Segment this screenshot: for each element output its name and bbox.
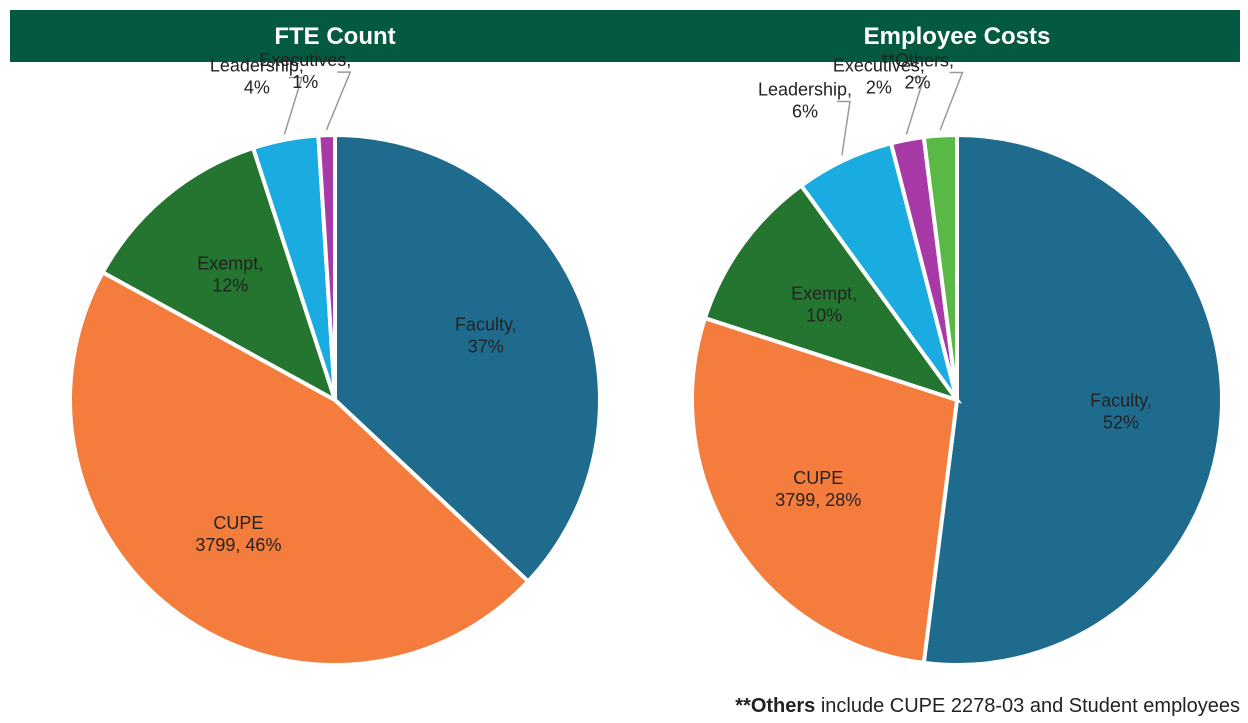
data-label-line: CUPE	[793, 468, 843, 488]
data-label: Faculty, 37%	[455, 315, 517, 357]
data-label-line: 52%	[1103, 412, 1139, 432]
leader-line	[905, 76, 925, 135]
leader-line	[939, 71, 964, 131]
data-label-line: 12%	[212, 275, 248, 295]
data-label-line: 37%	[468, 337, 504, 357]
data-label: Exempt, 12%	[197, 253, 263, 295]
footnote-bold: **Others	[735, 695, 815, 717]
data-label-line: CUPE	[213, 513, 263, 533]
data-label: CUPE 3799, 46%	[195, 513, 281, 555]
data-label-line: Exempt,	[197, 253, 263, 273]
pie-slice	[68, 269, 532, 667]
header-bar	[10, 10, 1240, 62]
data-label-line: 6%	[792, 101, 818, 121]
data-label: Executives, 2%	[833, 55, 925, 97]
data-label-line: Faculty,	[455, 315, 517, 335]
data-label-line: 1%	[292, 72, 318, 92]
leader-line	[836, 100, 851, 156]
leader-line	[283, 76, 303, 135]
pie-slice	[921, 132, 959, 401]
pie-slice	[921, 132, 1224, 667]
data-label: Executives, 1%	[259, 50, 351, 92]
data-label: Leadership, 4%	[210, 55, 304, 97]
data-label-line: Leadership,	[758, 79, 852, 99]
data-label: Faculty, 52%	[1090, 390, 1152, 432]
data-label-line: Executives,	[259, 50, 351, 70]
data-label-line: Exempt,	[791, 283, 857, 303]
data-label-line: 4%	[244, 77, 270, 97]
pie-slice	[333, 132, 602, 585]
footnote-text: include CUPE 2278-03 and Student employe…	[815, 695, 1240, 717]
data-label-line: 3799, 46%	[195, 535, 281, 555]
data-label-line: Executives,	[833, 55, 925, 75]
chart-title: FTE Count	[274, 23, 395, 50]
chart-title: Employee Costs	[864, 23, 1051, 50]
leader-line	[325, 71, 352, 131]
data-label-line: 2%	[905, 73, 931, 93]
data-label-line: Leadership,	[210, 55, 304, 75]
data-label-line: 3799, 28%	[775, 490, 861, 510]
pie-slice	[702, 182, 963, 404]
pie-slice	[690, 315, 960, 666]
data-label-line: 2%	[866, 77, 892, 97]
data-label: CUPE 3799, 28%	[775, 468, 861, 510]
data-label-line: 10%	[806, 305, 842, 325]
data-label: Leadership, 6%	[758, 79, 852, 121]
footnote: **Others include CUPE 2278-03 and Studen…	[735, 695, 1240, 717]
data-label: **Others, 2%	[881, 51, 954, 93]
pie-slice	[100, 145, 339, 405]
pie-slice	[316, 132, 337, 401]
data-label-line: **Others,	[881, 51, 954, 71]
data-label: Exempt, 10%	[791, 283, 857, 325]
data-label-line: Faculty,	[1090, 390, 1152, 410]
